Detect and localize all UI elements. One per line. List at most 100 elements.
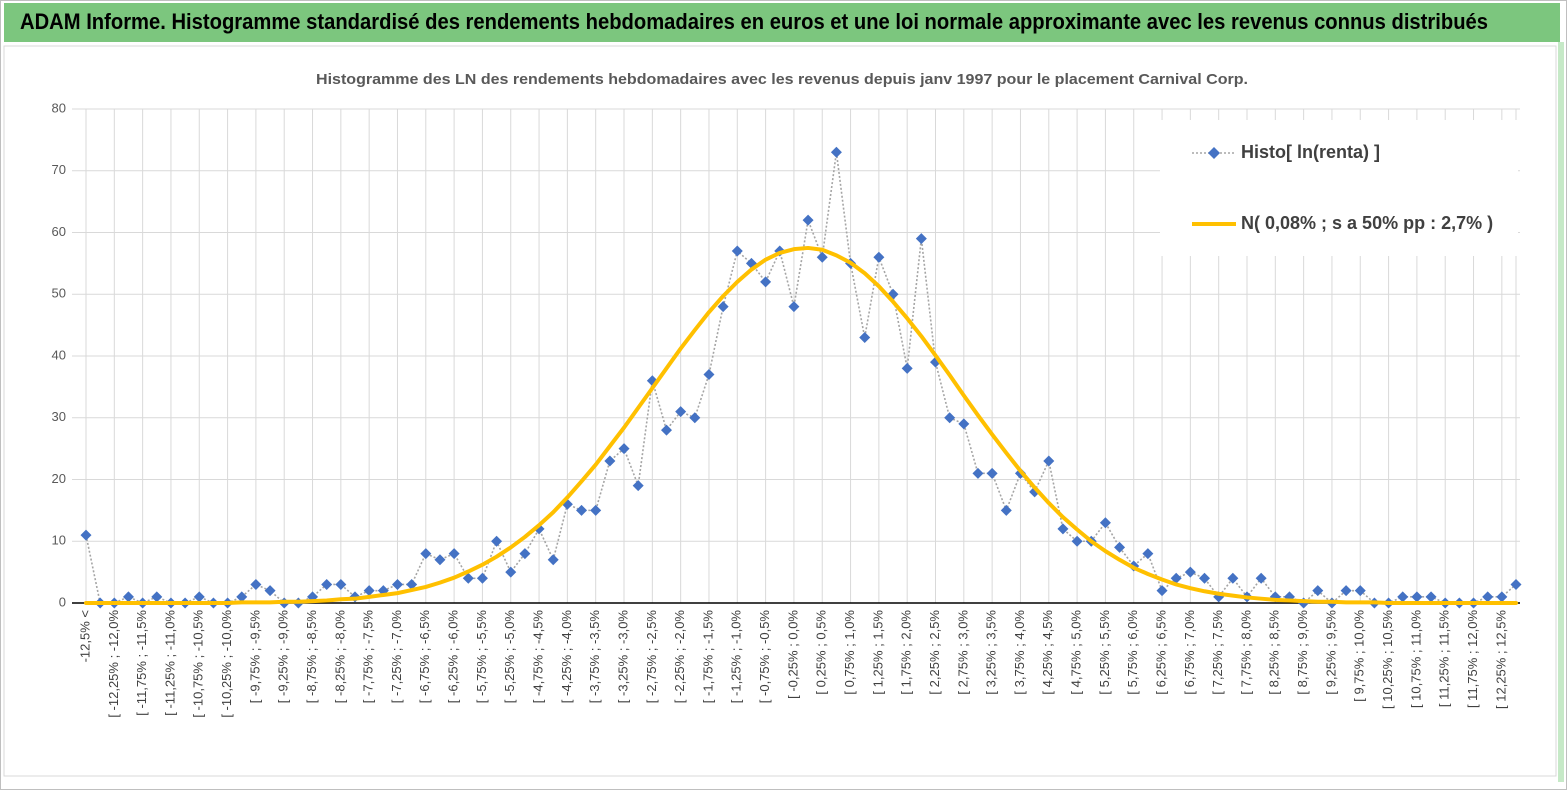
data-point xyxy=(576,504,588,516)
title-bar xyxy=(4,3,1560,42)
data-point xyxy=(788,301,800,313)
data-point xyxy=(915,233,927,245)
data-point xyxy=(830,146,842,158)
y-tick-label: 0 xyxy=(59,594,66,609)
data-point xyxy=(689,412,701,424)
x-tick-label: [ -1,25% ; -1,0% xyxy=(729,610,744,704)
x-tick-label: [ 2,25% ; 2,5% xyxy=(927,610,942,695)
x-tick-label: -12,5% < xyxy=(77,610,92,662)
data-point xyxy=(151,591,163,603)
x-tick-label: [ 5,25% ; 5,5% xyxy=(1097,610,1112,695)
data-point xyxy=(1199,572,1211,584)
x-tick-label: [ 3,75% ; 4,0% xyxy=(1012,610,1027,695)
data-point xyxy=(1397,591,1409,603)
x-tick-label: [ 1,25% ; 1,5% xyxy=(870,610,885,695)
x-tick-label: [ 11,75% ; 12,0% xyxy=(1465,610,1480,708)
data-point xyxy=(1510,578,1522,590)
y-tick-label: 80 xyxy=(52,100,66,115)
x-tick-label: [ -10,25% ; -10,0% xyxy=(219,610,234,718)
x-tick-label: [ -7,25% ; -7,0% xyxy=(389,610,404,704)
x-tick-label: [ 12,25% ; 12,5% xyxy=(1493,610,1508,709)
data-point xyxy=(1043,455,1055,467)
data-point xyxy=(972,467,984,479)
data-point xyxy=(1411,591,1423,603)
x-tick-label: [ 6,75% ; 7,0% xyxy=(1182,610,1197,695)
data-point xyxy=(519,548,531,560)
x-tick-label: [ 11,25% ; 11,5% xyxy=(1437,610,1452,708)
data-point xyxy=(1156,585,1168,597)
x-tick-label: [ 8,75% ; 9,0% xyxy=(1295,610,1310,695)
data-point xyxy=(1227,572,1239,584)
data-point xyxy=(1482,591,1494,603)
x-tick-label: [ -2,25% ; -2,0% xyxy=(672,610,687,704)
data-point xyxy=(901,362,913,374)
data-point xyxy=(1071,535,1083,547)
x-tick-label: [ -5,25% ; -5,0% xyxy=(502,610,517,704)
x-tick-label: [ 2,75% ; 3,0% xyxy=(955,610,970,695)
legend-marker xyxy=(1208,147,1220,159)
x-tick-label: [ -4,75% ; -4,5% xyxy=(531,610,546,704)
y-tick-label: 50 xyxy=(52,286,66,301)
page-title: ADAM Informe. Histogramme standardisé de… xyxy=(20,9,1488,34)
data-point xyxy=(717,301,729,313)
data-point xyxy=(434,554,446,566)
x-tick-label: [ 0,25% ; 0,5% xyxy=(814,610,829,695)
data-point xyxy=(873,251,885,263)
y-tick-label: 40 xyxy=(52,347,66,362)
x-tick-label: [ 3,25% ; 3,5% xyxy=(984,610,999,695)
data-point xyxy=(859,331,871,343)
data-point xyxy=(1340,585,1352,597)
data-point xyxy=(1425,591,1437,603)
data-point xyxy=(760,276,772,288)
data-point xyxy=(250,578,262,590)
x-tick-label: [ 9,75% ; 10,0% xyxy=(1352,610,1367,702)
data-point xyxy=(1000,504,1012,516)
x-tick-label: [ 8,25% ; 8,5% xyxy=(1267,610,1282,695)
data-point xyxy=(476,572,488,584)
legend-label: N( 0,08% ; s a 50% pp : 2,7% ) xyxy=(1241,213,1493,233)
data-point xyxy=(1114,541,1126,553)
x-tick-label: [ -11,25% ; -11,0% xyxy=(162,610,177,716)
x-tick-label: [ 5,75% ; 6,0% xyxy=(1125,610,1140,695)
data-point xyxy=(406,578,418,590)
y-tick-label: 10 xyxy=(52,533,66,548)
x-tick-label: [ -9,25% ; -9,0% xyxy=(276,610,291,704)
data-point xyxy=(604,455,616,467)
plot xyxy=(80,146,1522,609)
data-point xyxy=(1057,523,1069,535)
data-point xyxy=(675,406,687,418)
x-tick-label: [ 10,25% ; 10,5% xyxy=(1380,610,1395,709)
x-tick-label: [ -12,25% ; -12,0% xyxy=(106,610,121,718)
data-point xyxy=(264,585,276,597)
data-point xyxy=(660,424,672,436)
x-tick-label: [ -3,75% ; -3,5% xyxy=(587,610,602,704)
x-tick-label: [ 10,75% ; 11,0% xyxy=(1408,610,1423,708)
data-point xyxy=(802,214,814,226)
data-point xyxy=(986,467,998,479)
data-point xyxy=(236,591,248,603)
data-point xyxy=(335,578,347,590)
x-tick-label: [ -8,25% ; -8,0% xyxy=(332,610,347,704)
x-tick-label: [ -4,25% ; -4,0% xyxy=(559,610,574,704)
legend: Histo[ ln(renta) ] N( 0,08% ; s a 50% pp … xyxy=(1160,120,1518,256)
data-point xyxy=(547,554,559,566)
data-point xyxy=(1496,591,1508,603)
data-point xyxy=(1099,517,1111,529)
x-tick-label: [ 7,75% ; 8,0% xyxy=(1238,610,1253,695)
x-tick-label: [ -10,75% ; -10,5% xyxy=(191,610,206,718)
x-tick-label: [ 6,25% ; 6,5% xyxy=(1153,610,1168,695)
data-point xyxy=(193,591,205,603)
data-point xyxy=(363,585,375,597)
x-tick-label: [ 1,75% ; 2,0% xyxy=(899,610,914,695)
x-tick-label: [ -6,25% ; -6,0% xyxy=(446,610,461,704)
legend-label: Histo[ ln(renta) ] xyxy=(1241,142,1380,162)
x-tick-label: [ -7,75% ; -7,5% xyxy=(361,610,376,704)
data-point xyxy=(80,529,92,541)
x-tick-label: [ -3,25% ; -3,0% xyxy=(615,610,630,704)
x-tick-label: [ 0,75% ; 1,0% xyxy=(842,610,857,695)
x-tick-label: [ -8,75% ; -8,5% xyxy=(304,610,319,704)
x-tick-label: [ 9,25% ; 9,5% xyxy=(1323,610,1338,695)
data-point xyxy=(816,251,828,263)
y-tick-label: 30 xyxy=(52,409,66,424)
